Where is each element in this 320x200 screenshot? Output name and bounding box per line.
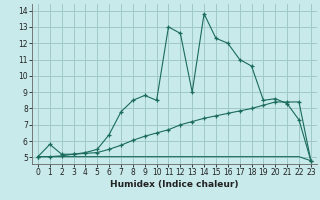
X-axis label: Humidex (Indice chaleur): Humidex (Indice chaleur) <box>110 180 239 189</box>
